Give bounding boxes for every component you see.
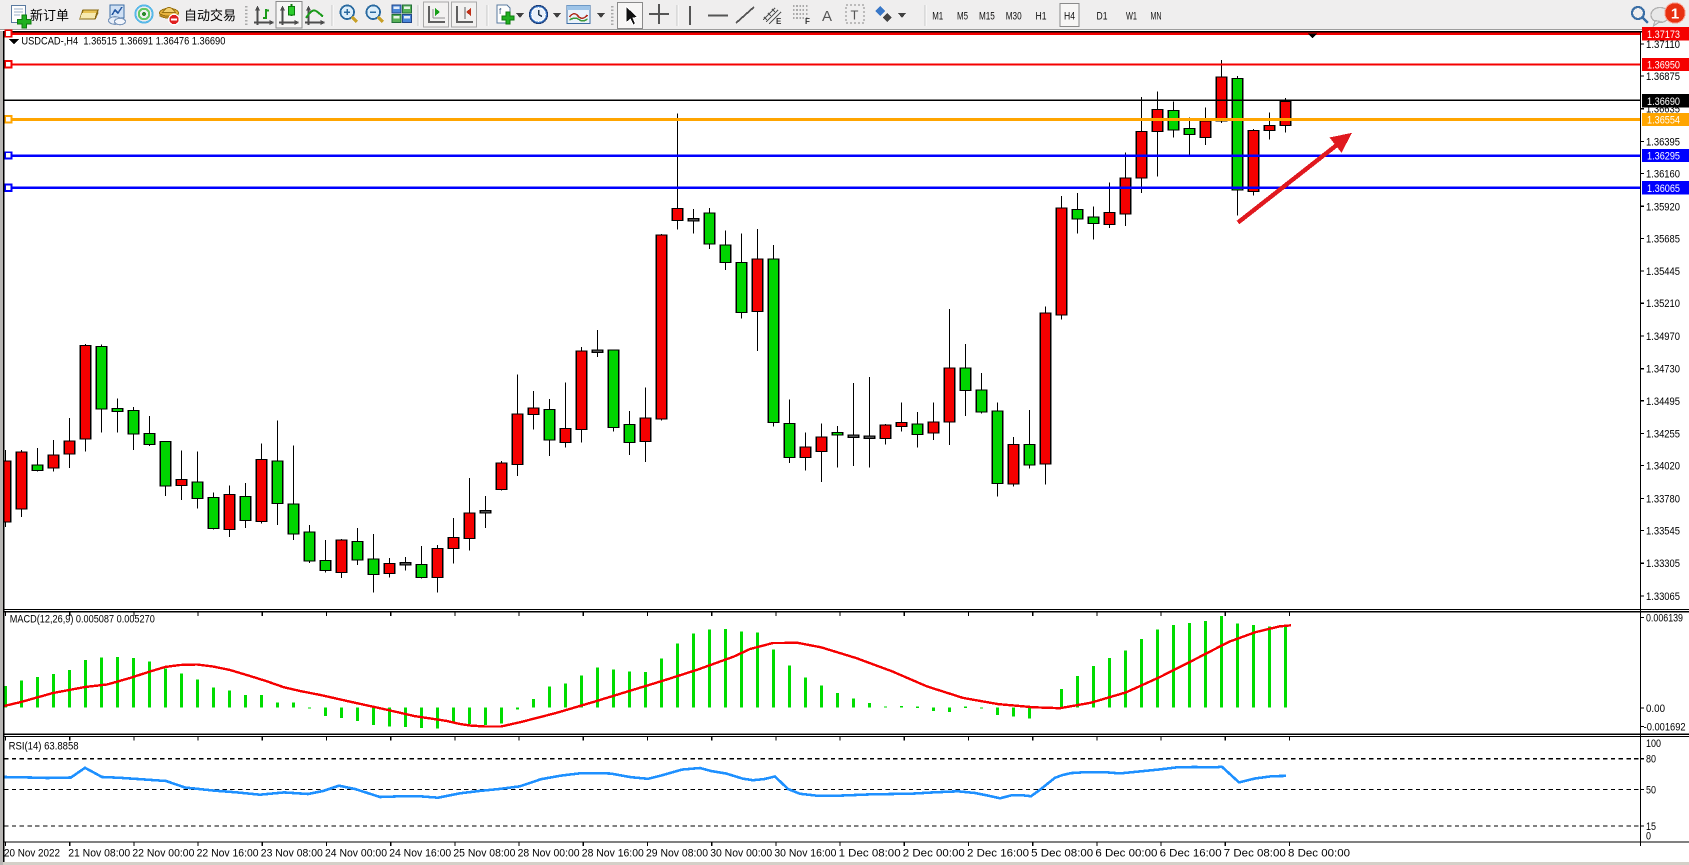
svg-text:8 Dec 00:00: 8 Dec 00:00 xyxy=(1288,848,1350,860)
svg-text:25 Nov 08:00: 25 Nov 08:00 xyxy=(453,848,515,860)
svg-text:6 Dec 16:00: 6 Dec 16:00 xyxy=(1160,848,1222,860)
svg-text:E: E xyxy=(776,17,782,26)
svg-text:50: 50 xyxy=(1646,784,1656,796)
svg-text:1.35920: 1.35920 xyxy=(1646,201,1680,213)
svg-text:5 Dec 08:00: 5 Dec 08:00 xyxy=(1031,848,1093,860)
svg-text:1.35210: 1.35210 xyxy=(1646,298,1680,310)
svg-text:80: 80 xyxy=(1646,754,1656,766)
svg-text:M30: M30 xyxy=(1006,10,1022,22)
svg-text:100: 100 xyxy=(1646,738,1661,750)
svg-text:H1: H1 xyxy=(1036,10,1047,22)
svg-text:1.33545: 1.33545 xyxy=(1646,525,1680,537)
svg-text:22 Nov 00:00: 22 Nov 00:00 xyxy=(132,848,194,860)
svg-text:RSI(14) 63.8858: RSI(14) 63.8858 xyxy=(9,741,79,753)
svg-text:M1: M1 xyxy=(932,10,943,22)
svg-text:2 Dec 00:00: 2 Dec 00:00 xyxy=(903,848,965,860)
svg-text:1.34495: 1.34495 xyxy=(1646,396,1680,408)
svg-text:1.36950: 1.36950 xyxy=(1647,60,1680,72)
svg-text:23 Nov 08:00: 23 Nov 08:00 xyxy=(261,848,323,860)
svg-text:1.34020: 1.34020 xyxy=(1646,461,1680,473)
svg-text:24 Nov 00:00: 24 Nov 00:00 xyxy=(325,848,387,860)
svg-text:1.36295: 1.36295 xyxy=(1647,151,1680,163)
svg-text:0.00: 0.00 xyxy=(1646,703,1665,715)
svg-text:D1: D1 xyxy=(1097,10,1108,22)
svg-text:1.33065: 1.33065 xyxy=(1646,591,1680,603)
svg-text:28 Nov 00:00: 28 Nov 00:00 xyxy=(518,848,580,860)
svg-text:1 Dec 08:00: 1 Dec 08:00 xyxy=(839,848,901,860)
svg-text:f: f xyxy=(499,7,502,16)
svg-text:0.006139: 0.006139 xyxy=(1646,613,1683,625)
svg-text:1.33305: 1.33305 xyxy=(1646,558,1680,570)
svg-text:自动交易: 自动交易 xyxy=(184,8,236,23)
svg-text:7 Dec 08:00: 7 Dec 08:00 xyxy=(1224,848,1286,860)
svg-text:20 Nov 2022: 20 Nov 2022 xyxy=(4,848,60,860)
svg-text:W1: W1 xyxy=(1126,10,1137,22)
svg-text:1.36160: 1.36160 xyxy=(1646,169,1680,181)
svg-text:T: T xyxy=(851,8,859,23)
svg-text:F: F xyxy=(805,17,810,26)
svg-text:1.34730: 1.34730 xyxy=(1646,364,1680,376)
svg-text:H4: H4 xyxy=(1064,10,1075,22)
svg-text:1.34970: 1.34970 xyxy=(1646,331,1680,343)
svg-text:M5: M5 xyxy=(957,10,968,22)
svg-text:1.35685: 1.35685 xyxy=(1646,233,1680,245)
svg-text:1.36554: 1.36554 xyxy=(1647,115,1680,127)
svg-text:MN: MN xyxy=(1151,10,1162,22)
svg-text:24 Nov 16:00: 24 Nov 16:00 xyxy=(389,848,451,860)
svg-text:1.36690: 1.36690 xyxy=(1647,96,1680,108)
svg-text:-0.001692: -0.001692 xyxy=(1644,722,1686,734)
svg-text:6 Dec 00:00: 6 Dec 00:00 xyxy=(1095,848,1157,860)
svg-text:1: 1 xyxy=(1671,6,1679,23)
svg-text:30 Nov 00:00: 30 Nov 00:00 xyxy=(710,848,772,860)
svg-text:1.36875: 1.36875 xyxy=(1646,71,1680,83)
svg-text:30 Nov 16:00: 30 Nov 16:00 xyxy=(774,848,836,860)
svg-text:1.34255: 1.34255 xyxy=(1646,429,1680,441)
svg-text:0: 0 xyxy=(1646,830,1651,842)
svg-text:1.37110: 1.37110 xyxy=(1646,39,1680,51)
svg-text:A: A xyxy=(822,8,832,25)
svg-text:M15: M15 xyxy=(979,10,995,22)
svg-text:2 Dec 16:00: 2 Dec 16:00 xyxy=(967,848,1029,860)
svg-text:22 Nov 16:00: 22 Nov 16:00 xyxy=(197,848,259,860)
svg-text:1.33780: 1.33780 xyxy=(1646,493,1680,505)
svg-text:1.36065: 1.36065 xyxy=(1647,183,1680,195)
svg-text:新订单: 新订单 xyxy=(30,8,69,23)
svg-text:15: 15 xyxy=(1646,821,1656,833)
svg-text:21 Nov 08:00: 21 Nov 08:00 xyxy=(68,848,130,860)
svg-text:MACD(12,26,9) 0.005087 0.00527: MACD(12,26,9) 0.005087 0.005270 xyxy=(10,614,155,626)
svg-text:1.35445: 1.35445 xyxy=(1646,266,1680,278)
svg-text:USDCAD-,H4 1.36515 1.36691 1.: USDCAD-,H4 1.36515 1.36691 1.36476 1.366… xyxy=(21,36,225,48)
svg-text:29 Nov 08:00: 29 Nov 08:00 xyxy=(646,848,708,860)
svg-text:1.37173: 1.37173 xyxy=(1647,29,1680,41)
svg-text:1.36395: 1.36395 xyxy=(1646,137,1680,149)
svg-text:28 Nov 16:00: 28 Nov 16:00 xyxy=(582,848,644,860)
